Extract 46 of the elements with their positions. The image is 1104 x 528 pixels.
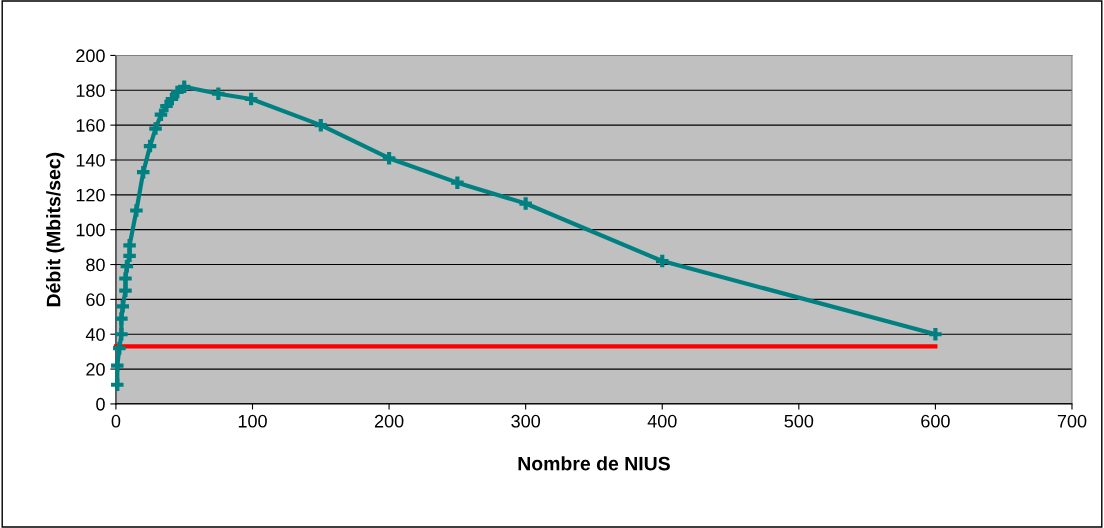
- point: [111, 359, 124, 372]
- y-axis-title: Débit (Mbits/sec): [45, 152, 65, 307]
- point: [451, 176, 464, 189]
- point: [119, 284, 132, 297]
- point: [143, 139, 157, 153]
- point: [130, 204, 143, 217]
- y-tick-label: 40: [85, 328, 105, 341]
- point: [655, 254, 669, 268]
- point: [113, 341, 126, 355]
- point: [116, 300, 129, 313]
- y-tick-label: 140: [76, 153, 105, 167]
- x-tick-label: 300: [511, 414, 541, 428]
- y-tick-label: 100: [76, 223, 105, 237]
- point: [111, 378, 124, 391]
- point: [115, 312, 128, 325]
- point: [136, 165, 150, 179]
- x-tick-label: 200: [374, 414, 404, 428]
- point: [154, 108, 168, 121]
- point: [244, 92, 258, 106]
- x-tick-label: 400: [647, 414, 677, 428]
- point: [123, 239, 136, 252]
- point: [519, 197, 532, 210]
- point: [314, 118, 328, 132]
- y-tick-label: 60: [86, 293, 105, 307]
- point: [382, 151, 396, 165]
- point: [160, 99, 173, 113]
- point: [929, 327, 942, 341]
- x-tick-label: 700: [1057, 414, 1087, 428]
- point: [115, 327, 128, 341]
- y-tick-label: 120: [76, 188, 105, 202]
- x-tick-label: 500: [784, 414, 814, 428]
- point: [149, 122, 162, 135]
- x-tick-label: 100: [238, 414, 267, 428]
- x-tick-label: 0: [111, 414, 121, 428]
- y-tick-label: 180: [76, 84, 105, 98]
- point: [212, 87, 225, 101]
- point: [177, 80, 191, 94]
- y-tick-label: 20: [86, 363, 105, 376]
- y-tick-label: 160: [76, 119, 105, 132]
- x-tick-label: 600: [921, 414, 950, 428]
- point: [120, 260, 134, 273]
- y-tick-label: 0: [96, 397, 105, 411]
- x-axis-title: Nombre de NIUS: [518, 456, 670, 471]
- point: [119, 272, 132, 285]
- y-tick-label: 200: [76, 49, 105, 63]
- y-tick-label: 80: [86, 258, 105, 272]
